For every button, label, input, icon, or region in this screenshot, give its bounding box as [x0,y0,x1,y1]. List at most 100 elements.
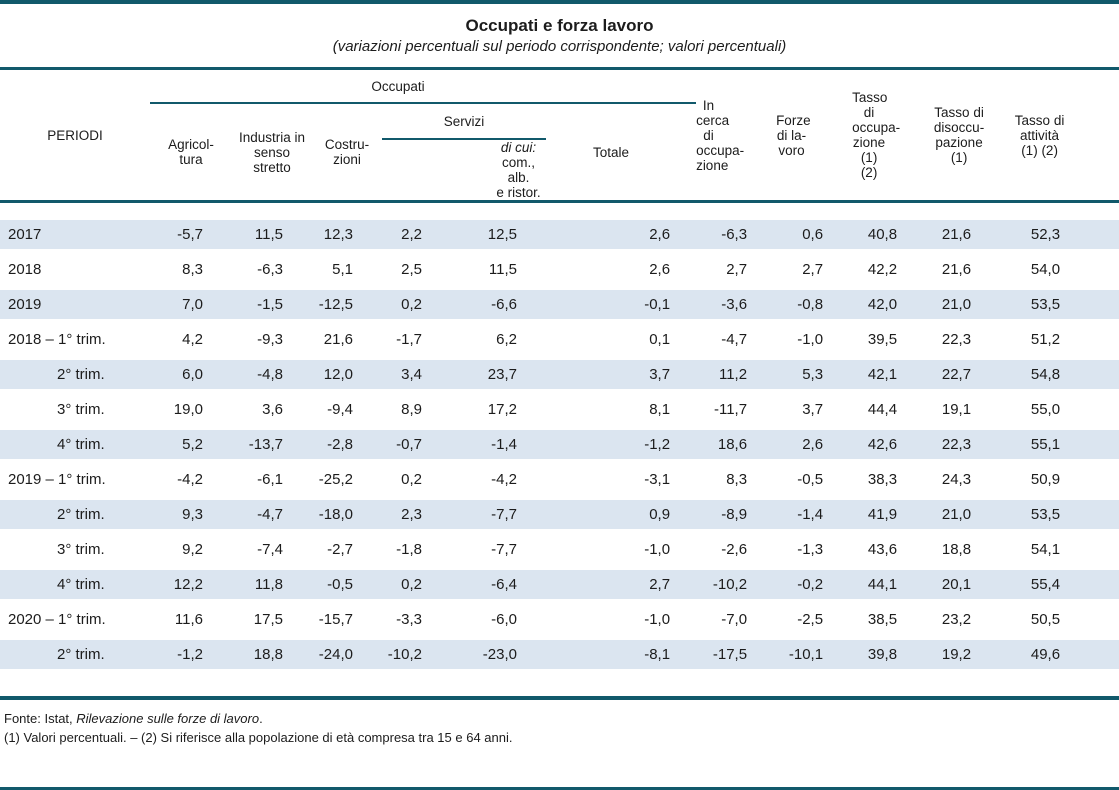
value-cell: 11,5 [451,252,546,287]
table-row: 3° trim. 19,0 3,6 -9,4 8,9 17,2 8,1 -11,7 3,7 44,… [0,392,1119,427]
period-label: 2018 – 1° trim. [0,322,150,357]
value-cell: -1,4 [451,427,546,462]
value-cell: 55,1 [1000,427,1119,462]
value-cell: 3,7 [776,392,853,427]
value-cell: 52,3 [1000,217,1119,252]
value-cell: 0,2 [382,567,451,602]
value-cell: 50,9 [1000,462,1119,497]
value-cell: 8,1 [546,392,697,427]
value-cell: 5,3 [776,357,853,392]
value-cell: 6,0 [150,357,232,392]
value-cell: 38,3 [852,462,927,497]
value-cell: -5,7 [150,217,232,252]
period-label: 4° trim. [0,567,150,602]
value-cell: -1,2 [546,427,697,462]
value-cell: -23,0 [451,637,546,672]
header-group-occupati: Occupati [150,70,697,104]
header-group-servizi: Servizi [382,104,546,140]
value-cell: 0,1 [546,322,697,357]
value-cell: 7,0 [150,287,232,322]
top-rule [0,0,1119,4]
header-in-cerca: In cerca di occupa- zione [696,70,777,203]
value-cell: -1,0 [546,602,697,637]
value-cell: 11,2 [696,357,777,392]
header-servizi-value [382,140,451,203]
value-cell: -0,8 [776,287,853,322]
value-cell: 11,5 [232,217,312,252]
table-row: 2° trim. -1,2 18,8 -24,0 -10,2 -23,0 -8,1 -17,5… [0,637,1119,672]
value-cell: -0,2 [776,567,853,602]
value-cell: 53,5 [1000,287,1119,322]
value-cell: -2,8 [312,427,382,462]
value-cell: 5,1 [312,252,382,287]
value-cell: -11,7 [696,392,777,427]
period-label: 3° trim. [0,532,150,567]
table-row: 2° trim. 6,0 -4,8 12,0 3,4 23,7 3,7 11,2 5,3 42,1… [0,357,1119,392]
value-cell: -25,2 [312,462,382,497]
period-label: 2017 [0,217,150,252]
value-cell: 6,2 [451,322,546,357]
value-cell: -6,1 [232,462,312,497]
value-cell: 54,8 [1000,357,1119,392]
value-cell: 21,6 [926,217,1001,252]
value-cell: -2,5 [776,602,853,637]
numbered-note: (1) Valori percentuali. – (2) Si riferis… [4,730,513,745]
spacer-row [0,203,1119,217]
value-cell: 42,0 [852,287,927,322]
value-cell: -8,1 [546,637,697,672]
value-cell: -3,1 [546,462,697,497]
header-tasso-attivita: Tasso di attività (1) (2) [1000,70,1119,203]
value-cell: 41,9 [852,497,927,532]
period-label: 2° trim. [0,497,150,532]
value-cell: 20,1 [926,567,1001,602]
table-row: 2018 – 1° trim. 4,2 -9,3 21,6 -1,7 6,2 0,1 -4,7… [0,322,1119,357]
value-cell: -1,3 [776,532,853,567]
table-row: 4° trim. 12,2 11,8 -0,5 0,2 -6,4 2,7 -10,2 -0,2 4… [0,567,1119,602]
value-cell: 53,5 [1000,497,1119,532]
value-cell: -0,1 [546,287,697,322]
value-cell: 43,6 [852,532,927,567]
header-periodi: PERIODI [0,70,150,203]
value-cell: 42,6 [852,427,927,462]
page-subtitle: (variazioni percentuali sul periodo corr… [332,38,787,55]
value-cell: 22,3 [926,322,1001,357]
value-cell: -10,1 [776,637,853,672]
value-cell: 2,5 [382,252,451,287]
header-agricoltura: Agricol- tura [150,104,232,203]
value-cell: -6,3 [696,217,777,252]
table-row: 2019 – 1° trim. -4,2 -6,1 -25,2 0,2 -4,2 -3,1 8… [0,462,1119,497]
footer-rule [0,696,1119,700]
value-cell: -1,5 [232,287,312,322]
value-cell: 3,6 [232,392,312,427]
header-tasso-occupazione: Tasso di occupa- zione (1) (2) [852,70,927,203]
value-cell: -7,7 [451,532,546,567]
value-cell: -4,7 [232,497,312,532]
value-cell: 0,2 [382,287,451,322]
table-body: 2017 -5,7 11,5 12,3 2,2 12,5 2,6 -6,3 0,6 40,8 21,… [0,203,1119,672]
value-cell: 9,3 [150,497,232,532]
value-cell: -10,2 [382,637,451,672]
value-cell: -1,8 [382,532,451,567]
table-row: 3° trim. 9,2 -7,4 -2,7 -1,8 -7,7 -1,0 -2,6 -1,3 4… [0,532,1119,567]
statistics-table: PERIODI Occupati In cerca di occupa- zio… [0,70,1119,672]
value-cell: 44,4 [852,392,927,427]
period-label: 2020 – 1° trim. [0,602,150,637]
value-cell: -17,5 [696,637,777,672]
value-cell: -15,7 [312,602,382,637]
header-industria: Industria in senso stretto [232,104,312,203]
value-cell: -0,5 [312,567,382,602]
value-cell: -12,5 [312,287,382,322]
value-cell: 5,2 [150,427,232,462]
value-cell: 2,7 [696,252,777,287]
table-row: 2019 7,0 -1,5 -12,5 0,2 -6,6 -0,1 -3,6 -0,8 42,0 2… [0,287,1119,322]
period-label: 3° trim. [0,392,150,427]
value-cell: -2,6 [696,532,777,567]
header-totale: Totale [546,104,697,203]
header-di-cui-detail: com., alb. e ristor. [496,155,541,200]
title-rule [0,67,1119,70]
value-cell: 2,6 [776,427,853,462]
value-cell: 8,3 [150,252,232,287]
value-cell: 2,7 [776,252,853,287]
value-cell: 4,2 [150,322,232,357]
value-cell: 12,2 [150,567,232,602]
